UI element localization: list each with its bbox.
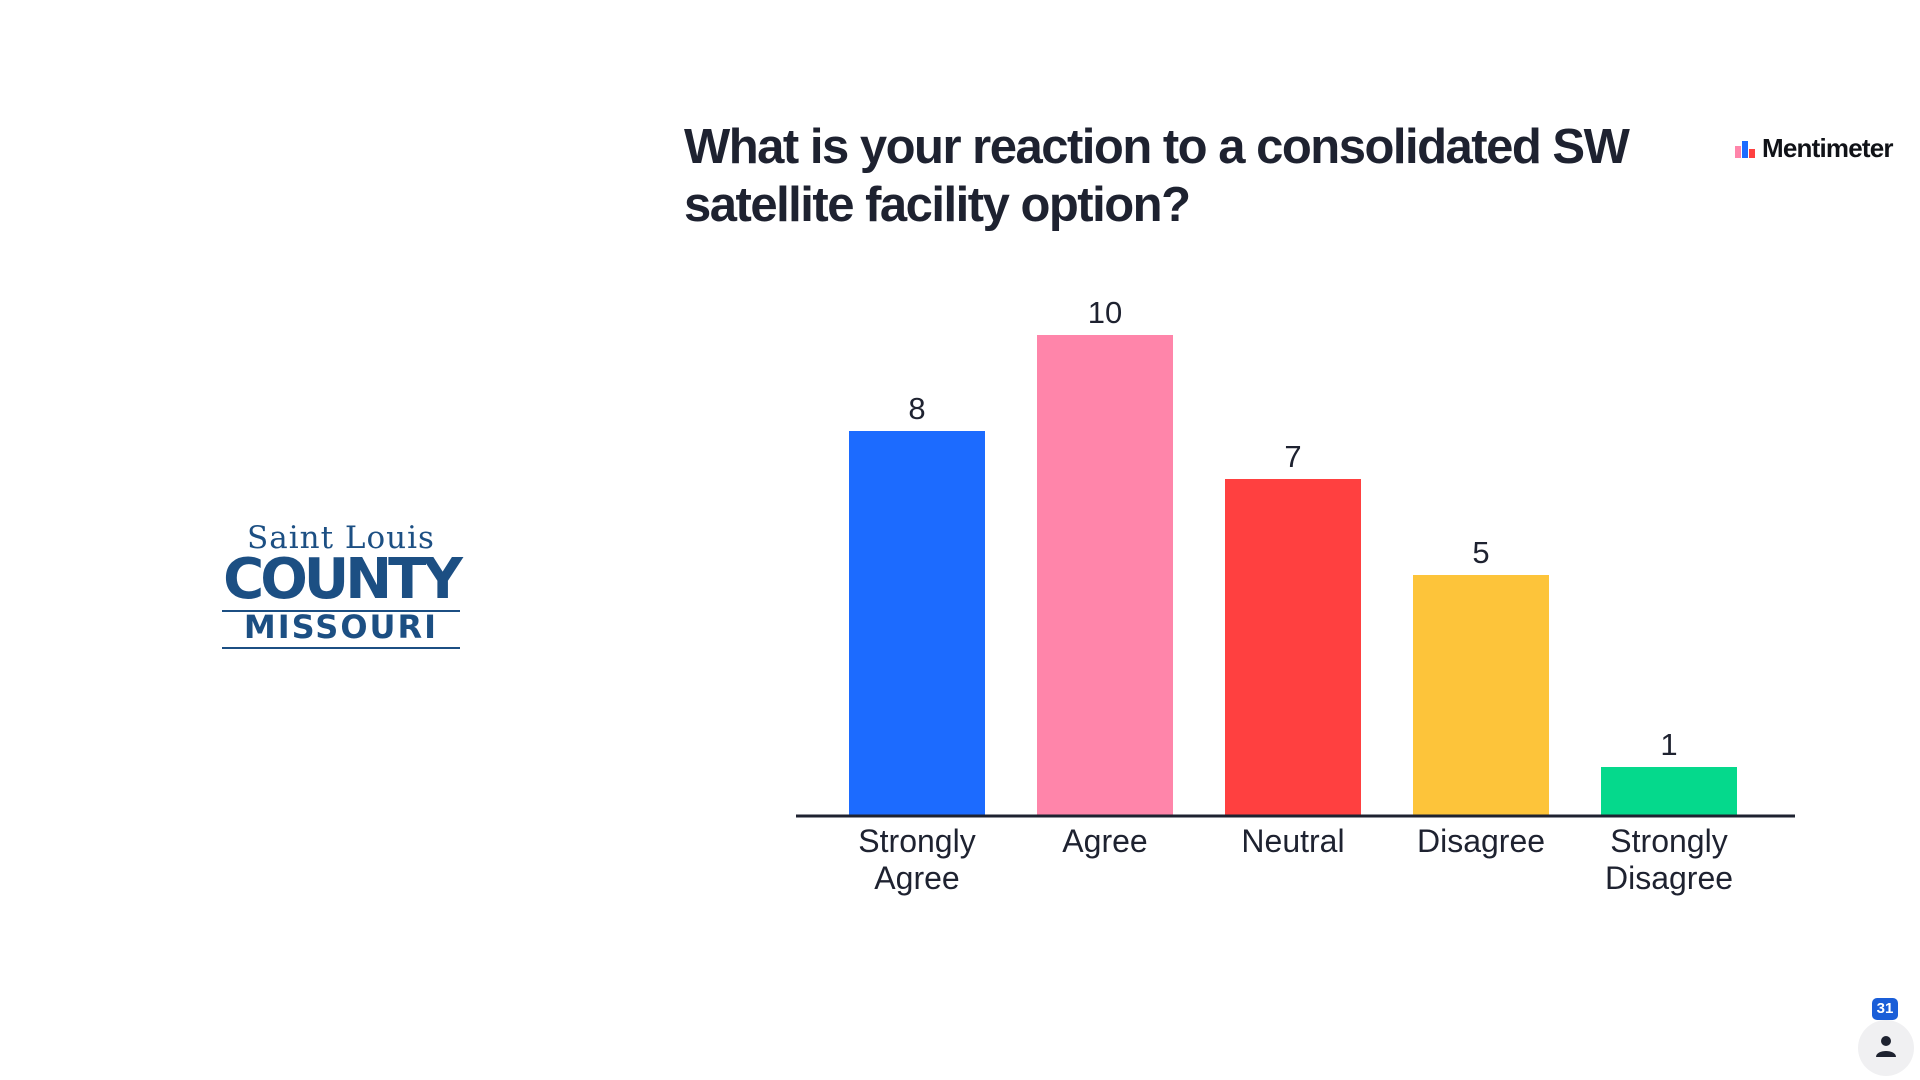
person-icon (1876, 1036, 1896, 1057)
category-label-2: Neutral (1241, 823, 1344, 859)
data-label-3: 5 (1472, 535, 1489, 570)
mentimeter-brand: Mentimeter (1734, 133, 1894, 164)
participants-button[interactable] (1858, 1020, 1914, 1076)
bar-0 (849, 431, 985, 815)
logo-text-line1: Saint Louis (247, 520, 435, 556)
category-label-4: Strongly Disagree (1605, 823, 1733, 896)
logo-text-line2: COUNTY (223, 547, 463, 612)
bar-1 (1037, 335, 1173, 815)
logo-text-line3: MISSOURI (243, 608, 439, 646)
data-label-4: 1 (1660, 727, 1677, 762)
participant-count-badge: 31 (1872, 998, 1898, 1020)
county-logo: Saint Louis COUNTY MISSOURI (218, 520, 468, 650)
data-label-1: 10 (1088, 295, 1122, 330)
category-label-3: Disagree (1417, 823, 1545, 859)
data-label-0: 8 (908, 391, 925, 426)
data-label-2: 7 (1284, 439, 1301, 474)
bar-2 (1225, 479, 1361, 815)
bar-4 (1601, 767, 1737, 815)
slide-title: What is your reaction to a consolidated … (684, 120, 1630, 232)
brand-name: Mentimeter (1762, 133, 1894, 163)
logo-rule-bottom (222, 647, 460, 649)
bar-3 (1413, 575, 1549, 815)
category-label-1: Agree (1062, 823, 1147, 859)
mentimeter-logo-icon (1735, 140, 1755, 158)
logo-rule-top (222, 610, 460, 612)
category-label-0: Strongly Agree (858, 823, 975, 896)
